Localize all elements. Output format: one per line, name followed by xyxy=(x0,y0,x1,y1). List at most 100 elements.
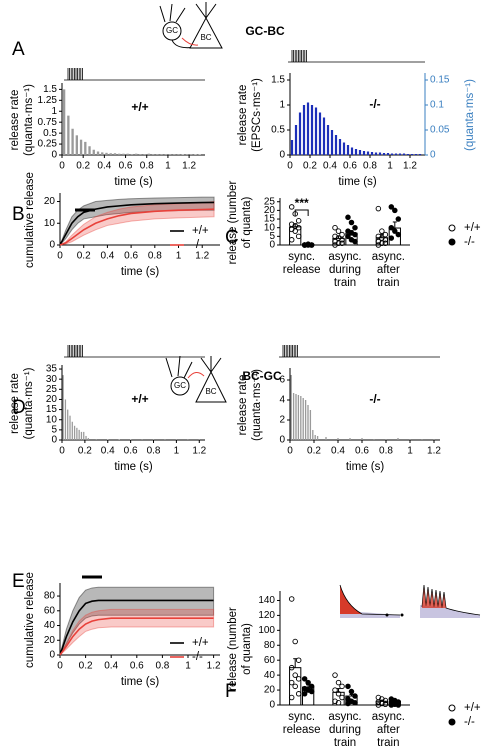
cell-body xyxy=(195,356,227,403)
bar xyxy=(330,130,334,155)
x-tick-label: 0.2 xyxy=(76,161,90,172)
data-point xyxy=(395,702,402,708)
x-tick-label: 1 xyxy=(174,446,180,457)
data-point xyxy=(292,672,298,678)
data-point xyxy=(375,205,382,212)
panel-label: A xyxy=(12,39,25,60)
data-point xyxy=(345,214,351,221)
bar xyxy=(354,149,358,155)
bar xyxy=(306,102,310,155)
bar xyxy=(302,398,304,440)
cell-body xyxy=(170,376,190,396)
x-tick-label: 1 xyxy=(387,161,393,172)
dendrite xyxy=(159,3,186,23)
data-point xyxy=(301,242,308,248)
panel-label: B xyxy=(12,204,25,225)
inset-area xyxy=(420,605,480,618)
y-tick-label: 80 xyxy=(44,591,56,602)
bar xyxy=(326,125,330,155)
bar xyxy=(378,152,382,155)
x-axis-label: time (s) xyxy=(121,676,160,688)
bar xyxy=(173,154,176,155)
y-axis-label: cumulative release xyxy=(24,572,36,668)
bar xyxy=(190,154,193,155)
x-tick-label: 0 xyxy=(57,661,63,672)
y2-tick-label: 0.1 xyxy=(430,100,444,111)
bar xyxy=(350,147,354,155)
bar xyxy=(362,151,366,155)
x-tick-label: 0.6 xyxy=(130,661,144,672)
data-point xyxy=(339,694,345,701)
bar xyxy=(85,435,87,440)
data-point xyxy=(339,683,345,690)
x-tick-label: async. xyxy=(372,711,405,723)
bar xyxy=(109,153,112,155)
y-tick-label: 1 xyxy=(51,106,57,117)
data-point xyxy=(288,664,295,671)
bar xyxy=(62,89,66,155)
bar xyxy=(309,410,312,440)
bar xyxy=(361,438,363,440)
data-point xyxy=(388,204,395,210)
x-tick-label: 1 xyxy=(165,161,171,172)
y2-tick-label: 0 xyxy=(430,150,436,161)
x-tick-label: release xyxy=(283,264,321,276)
bar xyxy=(88,146,91,155)
data-point xyxy=(388,702,395,708)
bar xyxy=(107,439,109,440)
x-tick-label: train xyxy=(377,277,399,289)
bar xyxy=(314,435,316,440)
dendrite xyxy=(165,355,193,379)
y-axis-label: (quanta·ms⁻¹) xyxy=(251,369,263,441)
data-point xyxy=(295,224,302,231)
data-point xyxy=(332,687,338,693)
y-tick-label: 140 xyxy=(258,595,275,606)
y-tick-label: 35 xyxy=(46,364,58,375)
y-tick-label: 0 xyxy=(49,650,55,661)
bar xyxy=(390,153,394,155)
data-point xyxy=(352,693,358,699)
bar xyxy=(312,430,314,440)
line xyxy=(59,599,214,656)
legend-label: +/+ xyxy=(192,225,209,237)
x-tick-label: 0.2 xyxy=(79,661,93,672)
data-point xyxy=(345,683,351,690)
legend-label: -/- xyxy=(464,236,475,248)
y-tick-label: 4 xyxy=(279,395,285,406)
x-tick-label: 1.2 xyxy=(182,161,196,172)
inset-trace xyxy=(421,584,481,616)
panel-label: E xyxy=(12,571,25,592)
x-tick-label: during xyxy=(329,724,361,736)
data-point xyxy=(392,207,398,214)
bar xyxy=(366,151,370,155)
data-point xyxy=(388,224,395,231)
data-point xyxy=(335,679,342,686)
bar xyxy=(406,154,410,155)
data-point xyxy=(375,702,382,708)
data-point xyxy=(332,224,338,231)
x-tick-label: 1.2 xyxy=(192,446,206,457)
legend-label: -/- xyxy=(464,716,475,728)
x-tick-label: sync. xyxy=(288,711,315,723)
x-tick-label: 0.8 xyxy=(155,661,169,672)
data-point xyxy=(352,224,358,231)
y-tick-label: 10 xyxy=(46,414,58,425)
bar xyxy=(92,149,95,155)
schematic-title: BC-GC xyxy=(242,369,282,383)
bar xyxy=(397,438,399,440)
bar xyxy=(67,115,70,155)
bar xyxy=(126,153,129,155)
y-tick-label: 25 xyxy=(264,196,276,207)
bar xyxy=(325,437,327,440)
x-tick-label: 0.4 xyxy=(323,161,337,172)
x-axis-label: time (s) xyxy=(121,266,160,278)
bar xyxy=(95,438,97,440)
x-tick-label: 0.4 xyxy=(100,251,114,262)
y-tick-label: 6 xyxy=(279,375,285,386)
y-axis-label: (quanta·ms⁻¹) xyxy=(23,84,35,156)
x-tick-label: 1.2 xyxy=(207,661,221,672)
bar xyxy=(314,107,318,155)
y-tick-label: 0 xyxy=(51,150,57,161)
bar xyxy=(139,154,142,155)
legend-marker xyxy=(448,224,456,232)
